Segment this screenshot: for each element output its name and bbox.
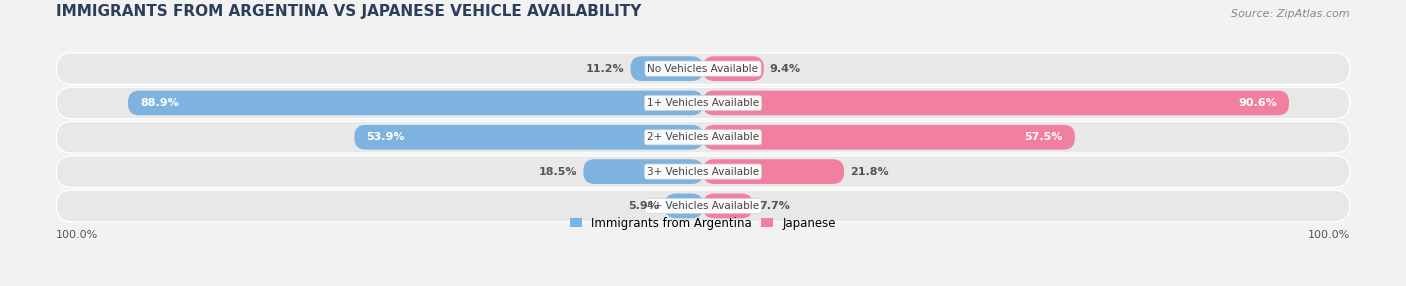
Text: 1+ Vehicles Available: 1+ Vehicles Available — [647, 98, 759, 108]
FancyBboxPatch shape — [56, 122, 1350, 153]
Text: Source: ZipAtlas.com: Source: ZipAtlas.com — [1232, 9, 1350, 19]
FancyBboxPatch shape — [703, 194, 752, 218]
FancyBboxPatch shape — [703, 125, 1074, 150]
FancyBboxPatch shape — [703, 91, 1289, 115]
FancyBboxPatch shape — [128, 91, 703, 115]
Text: 9.4%: 9.4% — [770, 64, 801, 74]
FancyBboxPatch shape — [703, 56, 763, 81]
Text: 100.0%: 100.0% — [56, 230, 98, 239]
FancyBboxPatch shape — [703, 159, 844, 184]
Text: 100.0%: 100.0% — [1308, 230, 1350, 239]
FancyBboxPatch shape — [665, 194, 703, 218]
Text: 57.5%: 57.5% — [1025, 132, 1063, 142]
Text: IMMIGRANTS FROM ARGENTINA VS JAPANESE VEHICLE AVAILABILITY: IMMIGRANTS FROM ARGENTINA VS JAPANESE VE… — [56, 5, 641, 19]
Text: 11.2%: 11.2% — [586, 64, 624, 74]
Text: 90.6%: 90.6% — [1239, 98, 1277, 108]
Text: 21.8%: 21.8% — [851, 167, 889, 176]
Text: 2+ Vehicles Available: 2+ Vehicles Available — [647, 132, 759, 142]
Text: 3+ Vehicles Available: 3+ Vehicles Available — [647, 167, 759, 176]
Text: No Vehicles Available: No Vehicles Available — [648, 64, 758, 74]
Text: 7.7%: 7.7% — [759, 201, 790, 211]
FancyBboxPatch shape — [56, 190, 1350, 222]
FancyBboxPatch shape — [354, 125, 703, 150]
Legend: Immigrants from Argentina, Japanese: Immigrants from Argentina, Japanese — [569, 217, 837, 230]
Text: 4+ Vehicles Available: 4+ Vehicles Available — [647, 201, 759, 211]
FancyBboxPatch shape — [583, 159, 703, 184]
Text: 53.9%: 53.9% — [367, 132, 405, 142]
Text: 5.9%: 5.9% — [628, 201, 659, 211]
FancyBboxPatch shape — [630, 56, 703, 81]
FancyBboxPatch shape — [56, 156, 1350, 187]
Text: 88.9%: 88.9% — [141, 98, 179, 108]
FancyBboxPatch shape — [56, 87, 1350, 119]
Text: 18.5%: 18.5% — [538, 167, 578, 176]
FancyBboxPatch shape — [56, 53, 1350, 84]
